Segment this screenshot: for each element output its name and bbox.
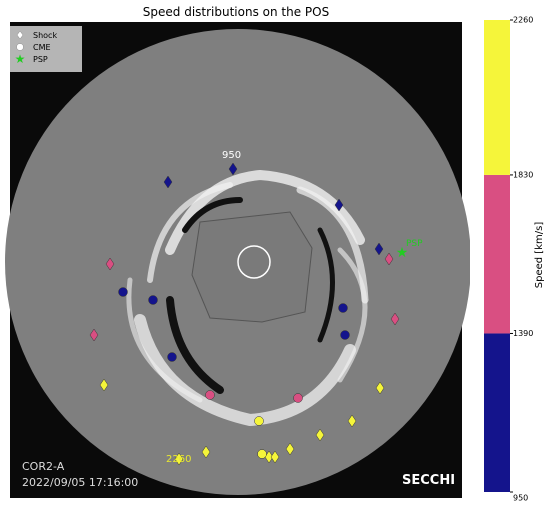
legend-symbol — [17, 44, 24, 51]
colorbar-tick-label: 1390 — [513, 329, 533, 338]
cme-marker — [341, 331, 350, 340]
figure: Speed distributions on the POS ★ Shock CM… — [0, 0, 549, 501]
cme-marker — [168, 353, 177, 362]
colorbar-tick-label: 950 — [513, 494, 528, 502]
cme-marker — [294, 394, 303, 403]
colorbar-segment — [484, 333, 510, 492]
chart-title: Speed distributions on the POS — [143, 5, 329, 19]
colorbar-tick-label: 1830 — [513, 170, 533, 179]
annotation: COR2-A — [22, 460, 65, 473]
cme-marker — [255, 417, 264, 426]
colorbar-segment — [484, 175, 510, 334]
colorbar-label: Speed [km/s] — [534, 222, 545, 289]
legend-label: Shock — [33, 31, 57, 40]
cme-marker — [119, 288, 128, 297]
annotation: 2260 — [166, 454, 191, 465]
legend-label: CME — [33, 43, 51, 52]
legend-label: PSP — [33, 55, 48, 64]
colorbar-segment — [484, 20, 510, 175]
legend-symbol: ★ — [15, 52, 26, 66]
cme-marker — [149, 296, 158, 305]
colorbar-tick-label: 2260 — [513, 16, 533, 25]
annotation: 950 — [222, 150, 241, 161]
cme-marker — [206, 391, 215, 400]
annotation: SECCHI — [402, 473, 455, 488]
cme-marker — [258, 450, 267, 459]
annotation: PSP — [406, 239, 423, 249]
cme-marker — [339, 304, 348, 313]
annotation: 2022/09/05 17:16:00 — [22, 476, 138, 489]
